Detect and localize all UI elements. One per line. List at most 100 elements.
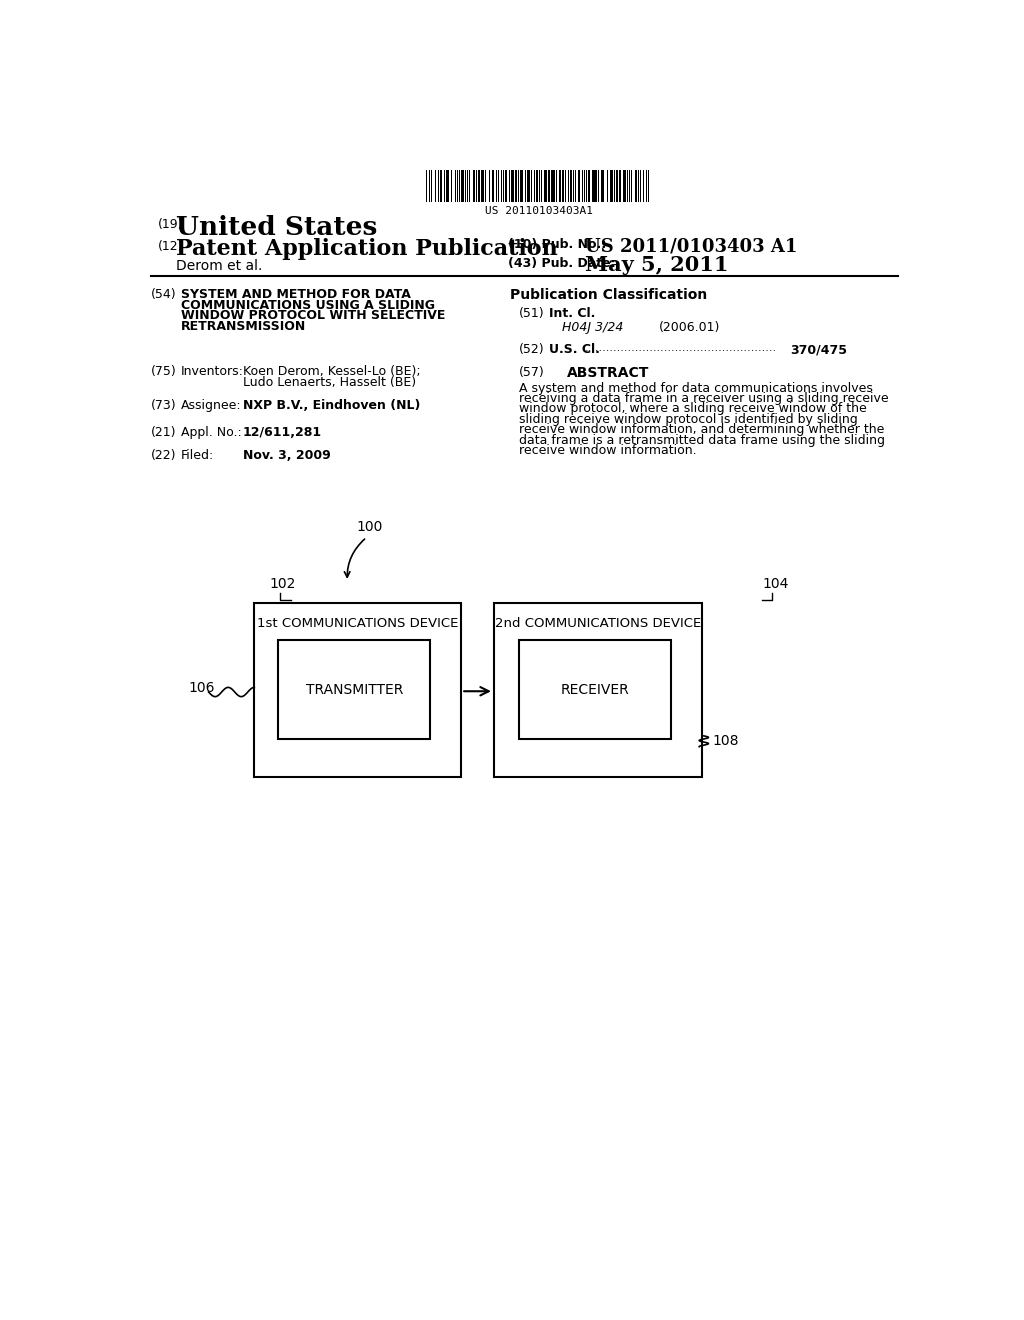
Bar: [624, 170, 626, 202]
Text: A system and method for data communications involves: A system and method for data communicati…: [519, 381, 873, 395]
Bar: [551, 170, 553, 202]
Bar: [518, 170, 519, 202]
Text: 106: 106: [188, 681, 215, 696]
Bar: [588, 170, 590, 202]
Bar: [493, 170, 494, 202]
Text: SYSTEM AND METHOD FOR DATA: SYSTEM AND METHOD FOR DATA: [180, 288, 411, 301]
Bar: [646, 170, 647, 202]
Bar: [527, 170, 528, 202]
Text: Inventors:: Inventors:: [180, 364, 244, 378]
Bar: [447, 170, 449, 202]
Bar: [595, 170, 597, 202]
Bar: [461, 170, 464, 202]
Bar: [544, 170, 547, 202]
Text: RECEIVER: RECEIVER: [560, 682, 629, 697]
Bar: [494, 603, 701, 776]
Text: Filed:: Filed:: [180, 449, 214, 462]
Bar: [602, 170, 604, 202]
Text: (73): (73): [152, 399, 177, 412]
Bar: [520, 170, 521, 202]
Text: 108: 108: [713, 734, 739, 748]
Bar: [584, 170, 586, 202]
Text: Int. Cl.: Int. Cl.: [549, 308, 595, 319]
Bar: [629, 170, 630, 202]
Text: 104: 104: [762, 577, 788, 591]
Bar: [524, 170, 526, 202]
Bar: [509, 170, 510, 202]
Text: sliding receive window protocol is identified by sliding: sliding receive window protocol is ident…: [519, 413, 858, 426]
Bar: [592, 170, 595, 202]
Bar: [610, 170, 611, 202]
Bar: [640, 170, 641, 202]
Text: (54): (54): [152, 288, 177, 301]
Text: COMMUNICATIONS USING A SLIDING: COMMUNICATIONS USING A SLIDING: [180, 298, 435, 312]
Text: 12/611,281: 12/611,281: [243, 426, 322, 440]
Bar: [481, 170, 483, 202]
Text: (21): (21): [152, 426, 177, 440]
Text: TRANSMITTER: TRANSMITTER: [305, 682, 403, 697]
Bar: [477, 170, 480, 202]
Text: (10) Pub. No.:: (10) Pub. No.:: [508, 238, 606, 251]
Text: 102: 102: [270, 577, 296, 591]
Text: data frame is a retransmitted data frame using the sliding: data frame is a retransmitted data frame…: [519, 434, 886, 446]
Text: (51): (51): [519, 308, 545, 319]
Text: RETRANSMISSION: RETRANSMISSION: [180, 321, 306, 333]
Text: Publication Classification: Publication Classification: [510, 288, 708, 302]
Text: (75): (75): [152, 364, 177, 378]
Bar: [467, 170, 468, 202]
Text: U.S. Cl.: U.S. Cl.: [549, 343, 600, 356]
Bar: [616, 170, 617, 202]
Text: (57): (57): [519, 367, 545, 379]
Text: 100: 100: [356, 520, 383, 535]
Bar: [556, 170, 557, 202]
Bar: [614, 170, 615, 202]
Text: (19): (19): [158, 218, 183, 231]
Bar: [254, 603, 461, 776]
Text: Koen Derom, Kessel-Lo (BE);: Koen Derom, Kessel-Lo (BE);: [243, 364, 420, 378]
Text: receive window information, and determining whether the: receive window information, and determin…: [519, 424, 885, 437]
Text: window protocol, where a sliding receive window of the: window protocol, where a sliding receive…: [519, 403, 867, 416]
Text: receive window information.: receive window information.: [519, 444, 697, 457]
Text: Assignee:: Assignee:: [180, 399, 242, 412]
Text: US 2011/0103403 A1: US 2011/0103403 A1: [586, 238, 798, 256]
Bar: [501, 170, 503, 202]
Bar: [562, 170, 563, 202]
Text: 1st COMMUNICATIONS DEVICE: 1st COMMUNICATIONS DEVICE: [257, 618, 458, 631]
Text: Patent Application Publication: Patent Application Publication: [176, 238, 558, 260]
Bar: [440, 170, 442, 202]
Text: NXP B.V., Eindhoven (NL): NXP B.V., Eindhoven (NL): [243, 399, 420, 412]
Text: Nov. 3, 2009: Nov. 3, 2009: [243, 449, 331, 462]
Bar: [618, 170, 621, 202]
Text: (12): (12): [158, 240, 183, 253]
Text: (52): (52): [519, 343, 545, 356]
Bar: [554, 170, 555, 202]
Text: Ludo Lenaerts, Hasselt (BE): Ludo Lenaerts, Hasselt (BE): [243, 376, 416, 388]
Bar: [429, 170, 430, 202]
Text: Appl. No.:: Appl. No.:: [180, 426, 242, 440]
Text: May 5, 2011: May 5, 2011: [586, 256, 729, 276]
Bar: [548, 170, 550, 202]
Bar: [506, 170, 507, 202]
Bar: [578, 170, 580, 202]
Text: receiving a data frame in a receiver using a sliding receive: receiving a data frame in a receiver usi…: [519, 392, 889, 405]
Bar: [536, 170, 538, 202]
Text: (22): (22): [152, 449, 177, 462]
Text: WINDOW PROTOCOL WITH SELECTIVE: WINDOW PROTOCOL WITH SELECTIVE: [180, 309, 445, 322]
Bar: [643, 170, 644, 202]
Text: .....................................................: ........................................…: [586, 343, 777, 354]
Bar: [518, 640, 671, 739]
Bar: [279, 640, 430, 739]
Text: United States: United States: [176, 215, 378, 240]
Text: 2nd COMMUNICATIONS DEVICE: 2nd COMMUNICATIONS DEVICE: [495, 618, 700, 631]
Text: (2006.01): (2006.01): [658, 321, 720, 334]
Bar: [457, 170, 458, 202]
Text: Derom et al.: Derom et al.: [176, 259, 262, 273]
Bar: [635, 170, 637, 202]
Text: 370/475: 370/475: [791, 343, 848, 356]
Text: H04J 3/24: H04J 3/24: [562, 321, 624, 334]
Bar: [512, 170, 514, 202]
Bar: [435, 170, 436, 202]
Text: (43) Pub. Date:: (43) Pub. Date:: [508, 257, 615, 271]
Text: US 20110103403A1: US 20110103403A1: [484, 206, 593, 216]
Text: ABSTRACT: ABSTRACT: [567, 367, 649, 380]
